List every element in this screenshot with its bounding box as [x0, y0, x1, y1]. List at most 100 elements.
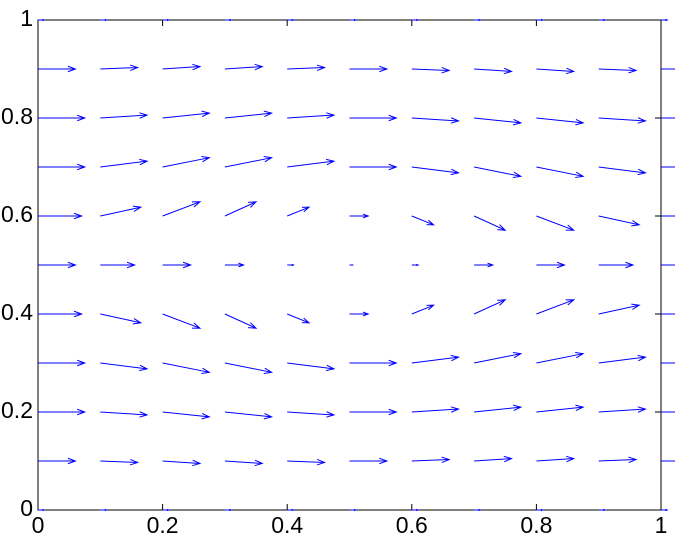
arrow: [162, 362, 211, 375]
arrow: [38, 359, 87, 367]
arrow: [349, 359, 398, 367]
arrow: [224, 155, 274, 168]
arrow: [661, 264, 675, 266]
arrow: [598, 508, 607, 512]
arrow: [100, 158, 149, 168]
arrow: [411, 215, 435, 226]
x-tick-label: 0.4: [271, 512, 303, 538]
arrow: [100, 64, 140, 72]
arrow: [162, 459, 202, 467]
arrow: [287, 263, 295, 267]
arrow: [38, 457, 77, 465]
arrow: [411, 66, 451, 74]
arrow: [100, 112, 149, 119]
arrow: [162, 508, 171, 512]
arrow: [411, 406, 460, 413]
arrow: [661, 313, 675, 315]
arrow: [474, 166, 523, 179]
arrow: [598, 215, 641, 227]
arrow: [349, 457, 389, 465]
arrow: [100, 411, 149, 418]
arrow: [162, 313, 202, 329]
arrow: [411, 263, 420, 267]
arrow: [100, 261, 137, 269]
arrow: [162, 110, 211, 119]
arrow: [536, 18, 545, 22]
arrow: [661, 117, 675, 119]
arrow: [349, 114, 398, 122]
arrow: [287, 18, 295, 22]
arrow: [474, 18, 482, 22]
arrow: [411, 456, 451, 464]
arrow: [349, 65, 389, 73]
arrow: [224, 313, 258, 329]
arrow: [598, 166, 647, 176]
arrow: [536, 404, 585, 413]
arrow: [349, 508, 358, 512]
arrow: [287, 411, 336, 418]
arrow: [224, 110, 274, 119]
arrow: [598, 456, 638, 464]
arrow: [411, 166, 460, 176]
arrow: [287, 64, 327, 72]
arrow: [100, 508, 108, 512]
arrow: [474, 508, 482, 512]
arrow: [598, 261, 635, 269]
arrow: [598, 18, 607, 22]
arrow: [473, 299, 507, 315]
arrow: [224, 459, 264, 467]
arrow: [349, 18, 358, 22]
arrow: [536, 299, 576, 315]
arrow: [38, 163, 87, 171]
y-tick-label: 0.2: [1, 397, 33, 423]
arrow: [474, 404, 523, 413]
x-tick-label: 0.8: [520, 512, 552, 538]
arrow: [349, 408, 398, 416]
arrow: [536, 117, 585, 126]
arrow: [349, 264, 355, 266]
arrow: [38, 508, 46, 512]
arrow: [162, 63, 202, 71]
arrow: [598, 406, 647, 413]
arrow: [349, 311, 370, 317]
arrow: [598, 354, 647, 364]
arrow: [38, 65, 77, 73]
x-tick-label: 0.2: [147, 512, 179, 538]
arrow: [411, 508, 420, 512]
x-tick-label: 0.6: [396, 512, 428, 538]
arrow: [661, 215, 675, 217]
arrow: [162, 18, 171, 22]
arrow: [598, 66, 638, 74]
arrow: [100, 313, 143, 325]
y-tick-label: 0.4: [1, 299, 33, 325]
arrow: [224, 18, 233, 22]
arrow: [536, 351, 585, 364]
arrow: [100, 362, 149, 372]
arrow: [38, 114, 87, 122]
arrow: [224, 262, 246, 268]
arrow: [287, 313, 311, 324]
y-tick-label: 0.8: [1, 103, 33, 129]
x-tick-label: 1: [655, 512, 668, 538]
y-tick-label: 0: [20, 495, 33, 521]
arrow: [411, 304, 435, 315]
arrow: [349, 213, 370, 219]
arrow: [162, 201, 202, 217]
arrow: [536, 166, 585, 179]
arrow: [162, 411, 211, 420]
arrow: [536, 455, 576, 463]
arrow: [224, 362, 274, 375]
arrow: [100, 18, 108, 22]
arrow: [38, 18, 46, 22]
arrow: [661, 18, 669, 22]
arrow: [224, 63, 264, 71]
arrow: [536, 508, 545, 512]
arrow: [661, 68, 675, 70]
arrow: [38, 408, 87, 416]
y-tick-label: 0.6: [1, 201, 33, 227]
arrow: [474, 67, 513, 75]
arrow: [162, 155, 211, 168]
arrow: [38, 261, 77, 269]
arrow: [224, 411, 274, 420]
